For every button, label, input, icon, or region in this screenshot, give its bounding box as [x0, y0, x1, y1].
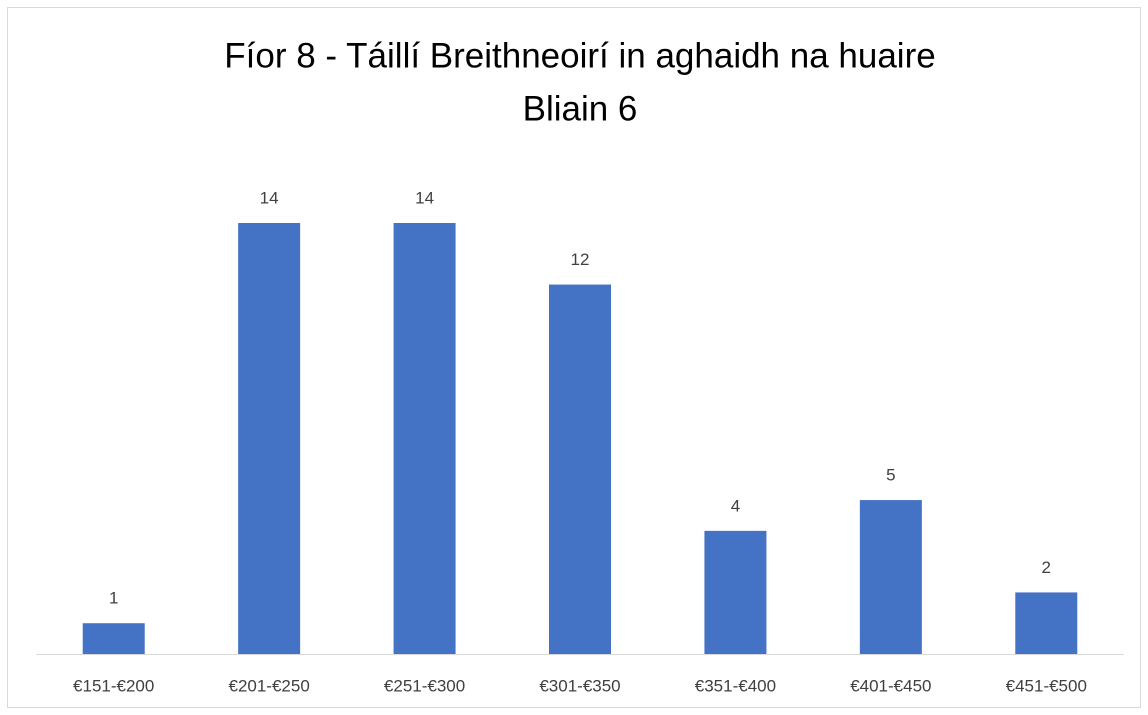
bar	[549, 284, 611, 654]
bar	[82, 623, 145, 654]
bar	[238, 223, 301, 654]
chart-subtitle: Bliain 6	[523, 89, 638, 128]
data-label: 12	[571, 250, 590, 269]
x-tick-label: €451-€500	[1006, 676, 1087, 695]
x-tick-label: €351-€400	[695, 676, 776, 695]
x-tick-label: €301-€350	[539, 676, 620, 695]
data-label: 4	[731, 496, 740, 515]
data-label: 1	[109, 589, 118, 608]
x-tick-label: €151-€200	[73, 676, 154, 695]
x-tick-label: €251-€300	[384, 676, 465, 695]
data-label: 5	[886, 466, 895, 485]
data-label: 14	[260, 188, 279, 207]
data-label: 2	[1042, 558, 1051, 577]
data-label: 14	[415, 188, 434, 207]
bar	[704, 530, 767, 654]
bar	[393, 223, 456, 654]
bar	[859, 500, 922, 654]
x-tick-label: €201-€250	[228, 676, 309, 695]
bar	[1015, 592, 1078, 654]
chart-title: Fíor 8 - Táillí Breithneoirí in aghaidh …	[224, 36, 935, 75]
x-tick-label: €401-€450	[850, 676, 931, 695]
